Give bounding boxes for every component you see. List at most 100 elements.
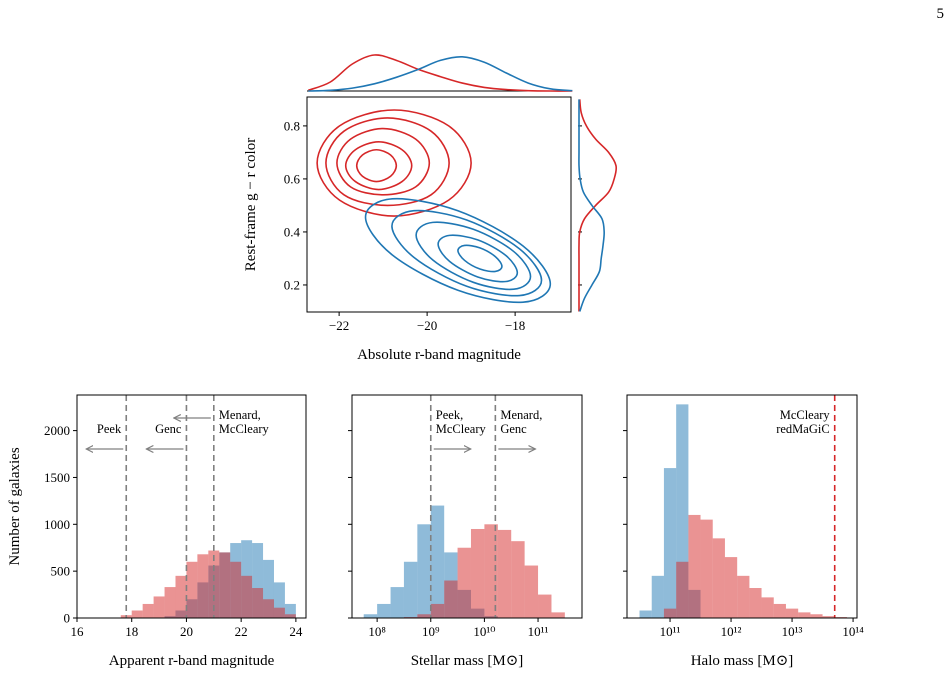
histogram-bar [197, 554, 209, 618]
axes-frame [306, 96, 572, 313]
annotation: McCleary [219, 422, 270, 436]
histogram-bar [131, 610, 143, 618]
histogram-bar [538, 594, 552, 618]
marginal-density [578, 99, 605, 312]
y-axis-label: Rest-frame g − r color [243, 138, 259, 271]
histogram-bar [430, 603, 445, 618]
histogram-bar [444, 580, 458, 618]
contour-line [316, 109, 472, 217]
y-tick-label: 0.4 [284, 224, 301, 239]
histogram-bar [208, 550, 220, 618]
histogram-bar [252, 543, 264, 618]
x-tick-label: 10¹³ [782, 624, 803, 639]
annotation: Genc [155, 422, 182, 436]
y-tick-label: 0.6 [284, 171, 301, 186]
marginal-density [308, 54, 573, 92]
y-tick-label: 0.8 [284, 118, 300, 133]
y-tick-label: 0 [64, 611, 71, 626]
histogram-bar [497, 529, 512, 618]
x-tick-label: −18 [505, 318, 525, 333]
x-tick-label: 10¹¹ [660, 624, 681, 639]
marginal-density [308, 55, 573, 92]
histogram-bar [511, 541, 525, 618]
histogram-bar [663, 608, 677, 618]
histogram-bar [761, 597, 774, 618]
annotation: McCleary [780, 408, 831, 422]
histogram-bar [284, 603, 296, 618]
y-tick-label: 500 [51, 564, 71, 579]
histogram-bar [676, 561, 689, 618]
annotation: Menard, [219, 408, 261, 422]
x-tick-label: 16 [71, 624, 85, 639]
histogram-bar [273, 582, 285, 618]
histogram-bar [457, 547, 471, 618]
histogram-bar [484, 524, 498, 618]
histogram-bar [651, 575, 664, 618]
histogram-bar [551, 612, 565, 618]
histogram-bar [153, 596, 165, 618]
histogram-bar [175, 575, 187, 618]
histogram-bar [724, 557, 738, 618]
histogram-bar [186, 561, 198, 618]
annotation: Genc [500, 422, 527, 436]
annotation: Peek, [436, 408, 463, 422]
x-tick-label: 10¹⁴ [842, 624, 864, 639]
y-tick-label: 2000 [44, 423, 70, 438]
x-tick-label: 20 [180, 624, 193, 639]
histogram-bar [241, 575, 253, 618]
histogram-bar [688, 514, 701, 618]
histogram-bar [470, 528, 485, 618]
y-tick-label: 0.2 [284, 277, 300, 292]
x-tick-label: −20 [417, 318, 437, 333]
histogram-bar [798, 612, 811, 618]
histogram-bar [417, 614, 431, 618]
histogram-bar [263, 599, 274, 618]
x-tick-label: 18 [125, 624, 138, 639]
histogram-bar [363, 614, 378, 618]
histogram-bar [785, 608, 799, 618]
x-axis-label: Halo mass [M⊙] [691, 653, 794, 669]
histogram-bar [377, 603, 391, 618]
annotation: Menard, [500, 408, 542, 422]
axes-frame [76, 394, 307, 619]
histogram-bar [810, 614, 823, 618]
contour-line [364, 197, 552, 304]
histogram-bar [142, 603, 154, 618]
x-tick-label: 10¹² [721, 624, 742, 639]
histogram-bar [273, 607, 285, 618]
histogram-bar [430, 505, 445, 618]
histogram-bar [524, 565, 539, 618]
histogram-bar [712, 538, 725, 618]
histogram-bar [639, 610, 652, 618]
histogram-bar [737, 575, 750, 618]
histogram-bar [417, 524, 431, 618]
histogram-bar [749, 588, 762, 618]
axes-frame [351, 394, 583, 619]
x-tick-label: 24 [289, 624, 303, 639]
annotation: McCleary [436, 422, 487, 436]
histogram-bar [390, 587, 404, 618]
histogram-bar [663, 468, 677, 618]
x-tick-label: 10¹⁰ [473, 624, 495, 639]
axes-frame [626, 394, 858, 619]
histogram-bar [263, 559, 274, 618]
contour-line [325, 117, 450, 207]
histogram-bar [230, 561, 242, 618]
x-axis-label: Stellar mass [M⊙] [411, 653, 524, 669]
page-number: 5 [937, 6, 945, 22]
contour-line [391, 209, 543, 297]
x-tick-label: 10⁸ [368, 624, 386, 639]
contour-line [355, 148, 398, 183]
x-tick-label: 22 [235, 624, 248, 639]
y-axis-label: Number of galaxies [7, 447, 23, 565]
histogram-bar [252, 588, 264, 618]
contour-line [437, 234, 519, 283]
histogram-bar [822, 616, 835, 618]
contour-line [344, 140, 413, 191]
histogram-bar [700, 519, 713, 618]
histogram-bar [164, 587, 176, 618]
contour-line [415, 221, 532, 291]
x-tick-label: 10¹¹ [528, 624, 549, 639]
